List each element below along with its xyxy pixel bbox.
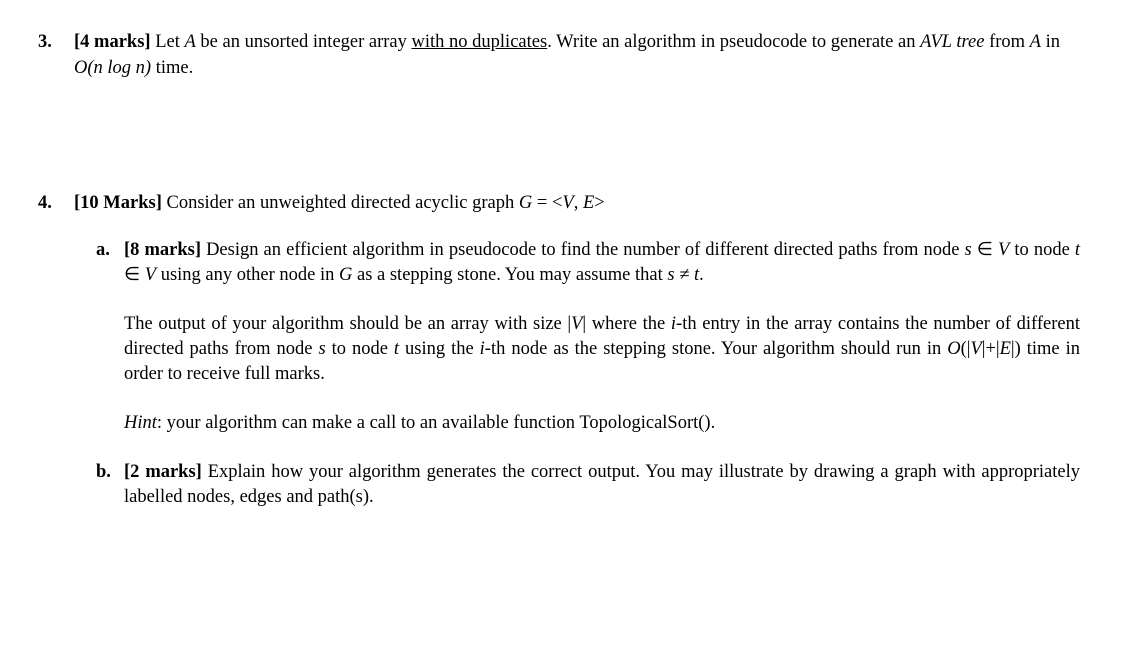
subquestion-list: a. [8 marks] Design an efficient algorit… — [96, 238, 1080, 510]
underlined-phrase: with no duplicates — [412, 32, 548, 52]
hint-label: Hint — [124, 413, 157, 433]
subquestion-a: a. [8 marks] Design an efficient algorit… — [96, 238, 1080, 436]
subquestion-paragraph: [8 marks] Design an efficient algorithm … — [124, 238, 1080, 288]
question-body: [4 marks] Let A be an unsorted integer a… — [74, 30, 1080, 81]
subquestion-label: b. — [96, 460, 124, 510]
question-text: [10 Marks] Consider an unweighted direct… — [74, 191, 1080, 216]
marks-label: [4 marks] — [74, 32, 151, 52]
question-4: 4. [10 Marks] Consider an unweighted dir… — [38, 191, 1080, 534]
subquestion-paragraph: [2 marks] Explain how your algorithm gen… — [124, 460, 1080, 510]
subquestion-body: [8 marks] Design an efficient algorithm … — [124, 238, 1080, 436]
marks-label: [2 marks] — [124, 462, 202, 482]
hint-paragraph: Hint: your algorithm can make a call to … — [124, 411, 1080, 436]
question-list: 3. [4 marks] Let A be an unsorted intege… — [38, 30, 1080, 534]
marks-label: [8 marks] — [124, 240, 201, 260]
question-text: [4 marks] Let A be an unsorted integer a… — [74, 30, 1080, 81]
question-number: 3. — [38, 30, 74, 81]
subquestion-paragraph: The output of your algorithm should be a… — [124, 312, 1080, 387]
subquestion-body: [2 marks] Explain how your algorithm gen… — [124, 460, 1080, 510]
subquestion-b: b. [2 marks] Explain how your algorithm … — [96, 460, 1080, 510]
question-3: 3. [4 marks] Let A be an unsorted intege… — [38, 30, 1080, 81]
subquestion-label: a. — [96, 238, 124, 436]
marks-label: [10 Marks] — [74, 193, 162, 213]
question-number: 4. — [38, 191, 74, 534]
question-body: [10 Marks] Consider an unweighted direct… — [74, 191, 1080, 534]
